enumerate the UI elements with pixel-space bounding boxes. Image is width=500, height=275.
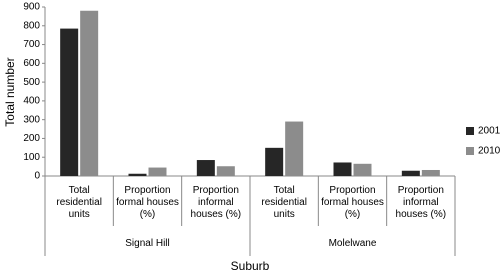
- x-tick-label: Total residential units: [56, 185, 102, 220]
- y-axis-title: Total number: [3, 57, 17, 126]
- x-tick-label: Proportion informal houses (%): [395, 185, 447, 220]
- y-tick-label: 800: [23, 20, 40, 31]
- bar: [60, 28, 79, 176]
- legend-swatch: [466, 147, 474, 155]
- x-tick-label: Proportion formal houses (%): [116, 185, 179, 220]
- y-tick-label: 200: [23, 133, 40, 144]
- legend-label: 2001: [478, 126, 500, 137]
- bar: [353, 163, 372, 176]
- bar: [421, 169, 440, 176]
- x-tick-label: Proportion informal houses (%): [190, 185, 242, 220]
- x-tick-label: Total residential units: [261, 185, 307, 220]
- bar: [196, 160, 215, 176]
- y-tick-label: 0: [34, 171, 40, 182]
- bar: [216, 166, 235, 176]
- bar: [128, 173, 147, 176]
- bar: [285, 121, 304, 176]
- group-label: Molelwane: [328, 238, 377, 249]
- x-tick-label: Proportion formal houses (%): [321, 185, 384, 220]
- legend-label: 2010: [478, 146, 500, 157]
- legend-swatch: [466, 127, 474, 135]
- y-tick-label: 500: [23, 77, 40, 88]
- group-label: Signal Hill: [125, 238, 170, 249]
- y-tick-label: 900: [23, 2, 40, 13]
- y-tick-label: 600: [23, 58, 40, 69]
- bar: [148, 167, 167, 176]
- bar: [333, 162, 352, 176]
- y-tick-label: 700: [23, 39, 40, 50]
- y-tick-label: 100: [23, 152, 40, 163]
- y-tick-label: 400: [23, 96, 40, 107]
- bar: [80, 10, 99, 177]
- y-tick-label: 300: [23, 114, 40, 125]
- x-axis-title: Suburb: [231, 259, 270, 273]
- bar: [265, 147, 284, 176]
- bar: [401, 170, 420, 176]
